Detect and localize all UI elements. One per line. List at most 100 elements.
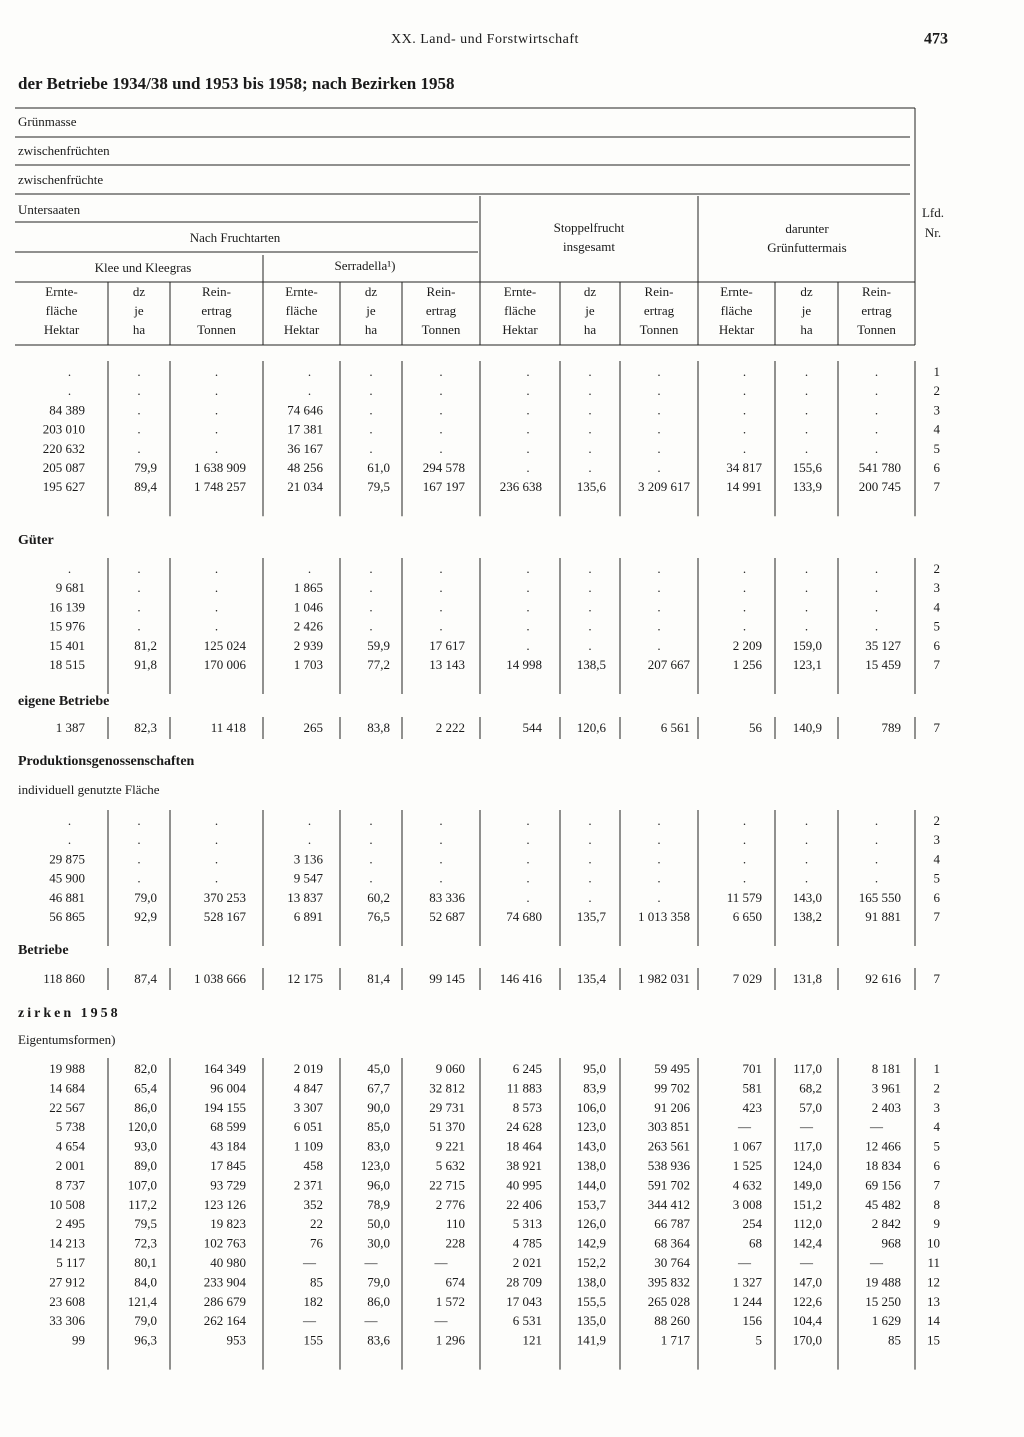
table-cell: 96,3 (134, 1333, 157, 1348)
table-cell: . (526, 638, 529, 653)
table-cell: 581 (743, 1080, 763, 1095)
table-cell: 182 (304, 1294, 324, 1309)
table-cell: — (737, 1119, 752, 1134)
table-cell: . (743, 851, 746, 866)
table-cell: 23 608 (49, 1294, 85, 1309)
table-cell: 131,8 (793, 971, 822, 986)
table-cell: 12 175 (287, 971, 323, 986)
column-label: Hektar (719, 322, 755, 337)
table-cell: 35 127 (865, 638, 901, 653)
table-cell: . (137, 364, 140, 379)
table-cell: 11 579 (727, 890, 762, 905)
table-cell: 135,6 (577, 479, 607, 494)
table-cell: 144,0 (577, 1177, 606, 1192)
table-cell: 3 008 (733, 1197, 762, 1212)
table-cell: . (657, 813, 660, 828)
row-number: 1 (934, 1061, 941, 1076)
table-cell: 203 010 (43, 422, 85, 437)
table-cell: . (215, 832, 218, 847)
table-cell: — (364, 1313, 379, 1328)
table-cell: 11 883 (507, 1080, 542, 1095)
table-cell: . (215, 364, 218, 379)
table-cell: . (308, 813, 311, 828)
table-cell: 48 256 (287, 460, 323, 475)
table-cell: . (308, 832, 311, 847)
table-cell: . (875, 599, 878, 614)
table-cell: . (439, 871, 442, 886)
table-cell: 1 982 031 (638, 971, 690, 986)
row-number: 2 (934, 383, 941, 398)
table-cell: 265 028 (648, 1294, 690, 1309)
table-cell: . (215, 383, 218, 398)
table-cell: . (369, 383, 372, 398)
table-cell: 9 547 (294, 871, 324, 886)
table-cell: 84 389 (49, 402, 85, 417)
table-cell: 40 980 (210, 1255, 246, 1270)
table-cell: . (657, 460, 660, 475)
column-label: Hektar (44, 322, 80, 337)
table-cell: 34 817 (726, 460, 762, 475)
column-label: dz (584, 284, 597, 299)
table-cell: 45 900 (49, 871, 85, 886)
group-label: Klee und Kleegras (95, 260, 192, 275)
column-label: ertrag (426, 303, 457, 318)
table-cell: . (526, 364, 529, 379)
row-number: 8 (934, 1197, 941, 1212)
table-cell: 124,0 (793, 1158, 822, 1173)
table-cell: 29 875 (49, 851, 85, 866)
table-cell: . (526, 383, 529, 398)
table-cell: . (875, 364, 878, 379)
row-number: 6 (934, 1158, 941, 1173)
column-label: Rein- (862, 284, 891, 299)
table-cell: 2 209 (733, 638, 762, 653)
table-cell: 92 616 (865, 971, 901, 986)
table-cell: . (439, 402, 442, 417)
table-cell: 344 412 (648, 1197, 690, 1212)
row-number: 4 (934, 599, 941, 614)
table-cell: 303 851 (648, 1119, 690, 1134)
table-cell: 28 709 (506, 1274, 542, 1289)
table-cell: 2 021 (513, 1255, 542, 1270)
table-cell: 95,0 (583, 1061, 606, 1076)
table-cell: 18 834 (865, 1158, 901, 1173)
table-cell: 294 578 (423, 460, 465, 475)
table-cell: 233 904 (204, 1274, 247, 1289)
table-cell: 14 213 (49, 1236, 85, 1251)
table-cell: 118 860 (43, 971, 85, 986)
table-cell: 93,0 (134, 1139, 157, 1154)
table-cell: 1 748 257 (194, 479, 247, 494)
table-cell: . (743, 619, 746, 634)
group-label: Stoppelfrucht (554, 220, 625, 235)
row-number: 3 (934, 832, 941, 847)
table-cell: 1 703 (294, 657, 323, 672)
table-cell: 155,6 (793, 460, 823, 475)
table-cell: . (588, 599, 591, 614)
table-cell: 82,3 (134, 720, 157, 735)
table-cell: . (588, 638, 591, 653)
table-cell: . (369, 561, 372, 576)
table-cell: . (137, 441, 140, 456)
table-cell: . (526, 422, 529, 437)
table-cell: 22 567 (49, 1100, 85, 1115)
table-cell: 99 (72, 1333, 85, 1348)
table-cell: 30 764 (654, 1255, 690, 1270)
table-cell: 3 961 (872, 1080, 901, 1095)
table-cell: . (308, 561, 311, 576)
table-cell: . (526, 460, 529, 475)
table-cell: 458 (304, 1158, 324, 1173)
table-cell: 86,0 (134, 1100, 157, 1115)
table-cell: 79,0 (134, 890, 157, 905)
table-cell: 195 627 (43, 479, 86, 494)
table-cell: 3 209 617 (638, 479, 691, 494)
table-cell: 5 313 (513, 1216, 542, 1231)
table-cell: 59,9 (367, 638, 390, 653)
table-cell: 2 001 (56, 1158, 85, 1173)
table-cell: 1 327 (733, 1274, 763, 1289)
section-heading: Eigentumsformen) (18, 1032, 115, 1047)
table-cell: 107,0 (128, 1177, 157, 1192)
table-cell: 2 371 (294, 1177, 323, 1192)
table-cell: 528 167 (204, 909, 247, 924)
table-cell: 91 206 (654, 1100, 690, 1115)
table-cell: 135,7 (577, 909, 607, 924)
